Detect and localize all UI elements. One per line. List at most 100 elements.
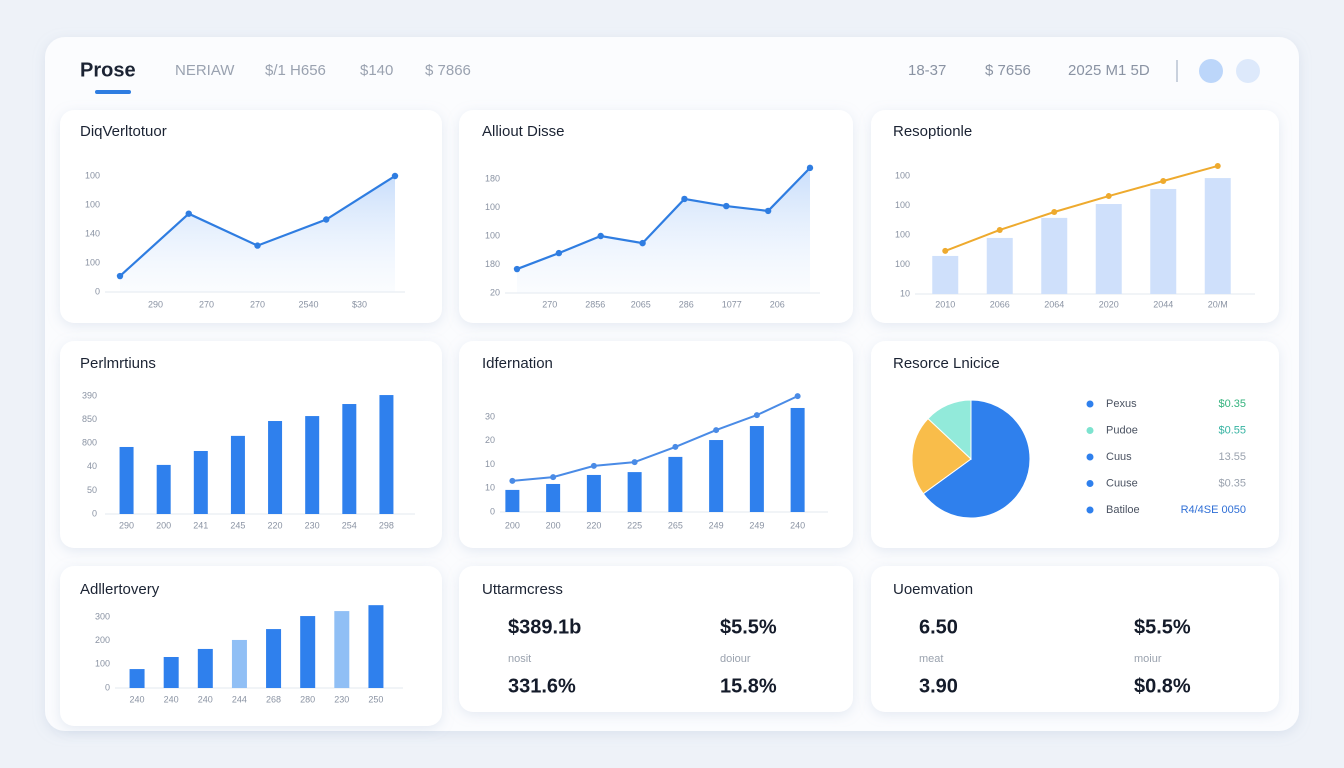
legend-dot xyxy=(1086,453,1094,461)
x-tick-label: 268 xyxy=(266,694,281,704)
brand[interactable]: Prose xyxy=(80,59,136,81)
panel-title: Alliout Disse xyxy=(482,123,565,140)
panel xyxy=(871,110,1279,323)
y-tick-label: 850 xyxy=(82,414,97,424)
bar xyxy=(709,440,724,512)
y-tick-label: 10 xyxy=(485,483,495,493)
x-tick-label: 241 xyxy=(193,520,208,530)
bar xyxy=(156,464,171,514)
y-tick-label: 100 xyxy=(895,170,910,180)
bar xyxy=(163,656,179,688)
x-tick-label: 270 xyxy=(542,299,557,309)
x-tick-label: 298 xyxy=(379,520,394,530)
x-tick-label: 290 xyxy=(119,520,134,530)
bar xyxy=(627,472,642,512)
point xyxy=(794,393,801,400)
point xyxy=(639,239,646,247)
panel xyxy=(871,566,1279,712)
x-tick-label: 254 xyxy=(342,520,357,530)
panel-title: Perlmrtiuns xyxy=(80,355,156,372)
bar xyxy=(505,489,520,512)
stat-value: 331.6% xyxy=(508,675,576,697)
x-tick-label: 240 xyxy=(198,694,213,704)
panel-title: Uoemvation xyxy=(893,581,973,598)
x-tick-label: 200 xyxy=(546,520,561,530)
bar xyxy=(129,669,145,688)
y-tick-label: 180 xyxy=(485,173,500,183)
bar xyxy=(932,255,959,294)
point xyxy=(555,249,563,257)
point xyxy=(550,474,557,481)
point xyxy=(509,477,516,484)
point xyxy=(323,216,330,223)
point xyxy=(116,272,124,280)
x-tick-label: 244 xyxy=(232,694,247,704)
x-tick-label: 2066 xyxy=(990,299,1010,309)
header-info: $ 7656 xyxy=(985,62,1031,79)
x-tick-label: 2065 xyxy=(631,299,651,309)
stat-value: $389.1b xyxy=(508,616,581,638)
y-tick-label: 300 xyxy=(95,611,110,621)
bar xyxy=(986,237,1013,294)
point xyxy=(254,242,261,249)
bar xyxy=(230,435,245,514)
x-tick-label: 2020 xyxy=(1099,299,1119,309)
point xyxy=(723,202,730,210)
bar xyxy=(193,450,208,514)
x-tick-label: 225 xyxy=(627,520,642,530)
bar xyxy=(1204,178,1231,294)
stat-label: meat xyxy=(919,653,943,665)
point xyxy=(1160,178,1167,185)
panel-title: Uttarmcress xyxy=(482,581,563,598)
y-tick-label: 10 xyxy=(485,459,495,469)
x-tick-label: 245 xyxy=(230,520,245,530)
nav-item[interactable]: $/1 H656 xyxy=(265,62,326,79)
header-info: 18-37 xyxy=(908,62,946,79)
line xyxy=(944,165,1219,252)
stat-value: $5.5% xyxy=(1134,616,1191,638)
x-tick-label: 230 xyxy=(334,694,349,704)
y-tick-label: 180 xyxy=(485,259,500,269)
bar xyxy=(1095,204,1122,294)
x-tick-label: $30 xyxy=(352,299,367,309)
bar xyxy=(1041,217,1068,294)
bar xyxy=(231,639,247,688)
y-tick-label: 0 xyxy=(95,286,100,296)
legend-value: $0.35 xyxy=(1218,398,1246,410)
x-tick-label: 290 xyxy=(148,299,163,309)
bar xyxy=(546,483,561,512)
x-tick-label: 249 xyxy=(749,520,764,530)
x-tick-label: 200 xyxy=(505,520,520,530)
point xyxy=(681,195,688,203)
panel-title: Adllertovery xyxy=(80,581,160,598)
avatar[interactable] xyxy=(1236,59,1260,83)
area xyxy=(120,176,395,292)
nav-item[interactable]: NERIAW xyxy=(175,62,235,79)
stat-value: $0.8% xyxy=(1134,675,1191,697)
legend-value: 13.55 xyxy=(1218,451,1246,463)
area xyxy=(517,167,810,293)
bar xyxy=(586,474,601,512)
point xyxy=(764,207,772,215)
y-tick-label: 100 xyxy=(95,659,110,669)
avatar[interactable] xyxy=(1199,59,1223,83)
x-tick-label: 2064 xyxy=(1044,299,1064,309)
pie-slice xyxy=(922,399,1031,519)
nav-item[interactable]: $140 xyxy=(360,62,393,79)
point xyxy=(391,172,399,180)
point xyxy=(753,412,760,419)
nav-item[interactable]: $ 7866 xyxy=(425,62,471,79)
y-tick-label: 100 xyxy=(895,259,910,269)
y-tick-label: 100 xyxy=(85,199,100,209)
x-tick-label: 240 xyxy=(130,694,145,704)
bar xyxy=(119,446,134,514)
x-tick-label: 265 xyxy=(668,520,683,530)
x-tick-label: 250 xyxy=(368,694,383,704)
y-tick-label: 30 xyxy=(485,411,495,421)
y-tick-label: 0 xyxy=(92,508,97,518)
point xyxy=(1051,208,1058,215)
bar xyxy=(266,629,282,688)
x-tick-label: 270 xyxy=(199,299,214,309)
legend-dot xyxy=(1086,427,1094,434)
